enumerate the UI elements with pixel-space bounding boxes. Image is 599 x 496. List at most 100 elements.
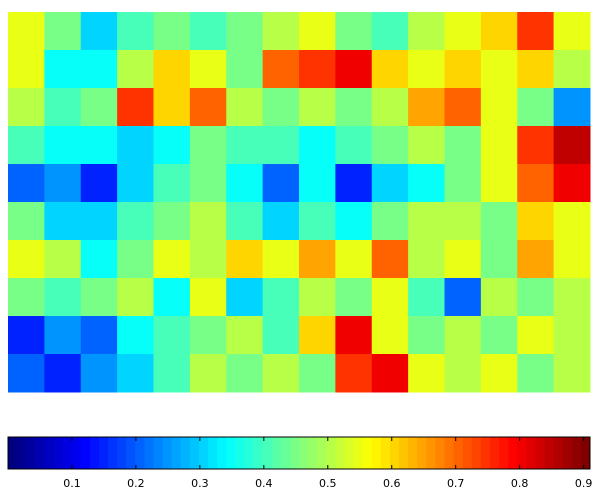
heatmap-cell	[408, 202, 445, 241]
heatmap-cell	[335, 316, 373, 355]
heatmap-cell	[262, 316, 300, 355]
colorbar-step	[80, 437, 91, 469]
colorbar-step	[62, 437, 73, 469]
colorbar-step	[171, 437, 182, 469]
heatmap-cell	[299, 278, 336, 317]
heatmap-cell	[553, 12, 591, 51]
heatmap-cell	[80, 316, 118, 355]
heatmap-cell	[299, 50, 336, 89]
heatmap-cell	[444, 50, 482, 89]
heatmap-cell	[226, 202, 264, 241]
heatmap-cell	[153, 354, 191, 393]
heatmap-cell	[444, 278, 482, 317]
heatmap-cell	[553, 316, 591, 355]
colorbar-step	[162, 437, 173, 469]
heatmap-cell	[117, 164, 154, 203]
heatmap-cell	[189, 88, 227, 127]
colorbar-tick-label: 0.2	[127, 477, 145, 490]
heatmap-cell	[517, 240, 555, 279]
colorbar-step	[471, 437, 482, 469]
heatmap-cell	[299, 126, 336, 165]
heatmap-cell	[8, 12, 45, 51]
heatmap-cell	[117, 202, 154, 241]
colorbar-step	[253, 437, 264, 469]
heatmap-cell	[80, 126, 118, 165]
heatmap-cell	[80, 12, 118, 51]
heatmap-cell	[444, 240, 482, 279]
heatmap-cell	[371, 50, 409, 89]
colorbar-step	[189, 437, 200, 469]
heatmap-cell	[553, 88, 591, 127]
heatmap-cell	[480, 12, 518, 51]
heatmap-cell	[226, 316, 264, 355]
heatmap-cell	[226, 278, 264, 317]
heatmap-cell	[371, 126, 409, 165]
colorbar-step	[408, 437, 418, 469]
heatmap-cell	[480, 50, 518, 89]
heatmap-cell	[335, 240, 373, 279]
colorbar-step	[526, 437, 536, 469]
colorbar-step	[417, 437, 427, 469]
colorbar-tick-label: 0.5	[319, 477, 337, 490]
colorbar-step	[262, 437, 273, 469]
heatmap-cell	[153, 126, 191, 165]
heatmap-cell	[226, 240, 264, 279]
heatmap-cell	[8, 354, 45, 393]
heatmap-cell	[262, 202, 300, 241]
heatmap-cell	[117, 278, 154, 317]
colorbar-tick-label: 0.9	[575, 477, 593, 490]
heatmap-cell	[153, 278, 191, 317]
heatmap-cell	[117, 316, 154, 355]
heatmap-cell	[262, 240, 300, 279]
heatmap-cell	[517, 126, 555, 165]
heatmap-cell	[517, 164, 555, 203]
heatmap-cell	[371, 354, 409, 393]
heatmap-cell	[517, 88, 555, 127]
heatmap-cell	[153, 88, 191, 127]
colorbar-step	[389, 437, 400, 469]
heatmap-cell	[335, 278, 373, 317]
heatmap-cell	[117, 50, 154, 89]
colorbar-step	[198, 437, 209, 469]
heatmap-cell	[371, 316, 409, 355]
colorbar-step	[335, 437, 345, 469]
heatmap-cell	[444, 12, 482, 51]
colorbar-step	[444, 437, 454, 469]
heatmap-cell	[444, 202, 482, 241]
heatmap-cell	[371, 164, 409, 203]
heatmap-cell	[80, 88, 118, 127]
colorbar-tick-label: 0.1	[63, 477, 81, 490]
heatmap-cell	[189, 126, 227, 165]
colorbar-step	[208, 437, 218, 469]
heatmap-cell	[444, 316, 482, 355]
heatmap-cell	[517, 50, 555, 89]
colorbar-step	[17, 437, 27, 469]
heatmap-cell	[299, 12, 336, 51]
heatmap-cell	[262, 88, 300, 127]
heatmap-cell	[408, 354, 445, 393]
colorbar-tick-label: 0.4	[255, 477, 273, 490]
colorbar-step	[117, 437, 127, 469]
heatmap-cell	[262, 354, 300, 393]
heatmap-cell	[8, 240, 45, 279]
heatmap-cell	[480, 88, 518, 127]
heatmap-cell	[444, 164, 482, 203]
heatmap-cell	[153, 50, 191, 89]
heatmap-cell	[8, 164, 45, 203]
heatmap-cell	[444, 354, 482, 393]
colorbar-step	[244, 437, 254, 469]
heatmap-cell	[80, 202, 118, 241]
heatmap-cell	[371, 88, 409, 127]
heatmap-cell	[153, 12, 191, 51]
heatmap-cell	[335, 12, 373, 51]
heatmap-cell	[153, 240, 191, 279]
heatmap-cell	[517, 278, 555, 317]
heatmap-cell	[8, 278, 45, 317]
heatmap-cell	[189, 354, 227, 393]
heatmap-cell	[262, 126, 300, 165]
heatmap-cell	[8, 88, 45, 127]
colorbar-step	[489, 437, 500, 469]
heatmap-cell	[335, 50, 373, 89]
heatmap-cell	[44, 240, 82, 279]
